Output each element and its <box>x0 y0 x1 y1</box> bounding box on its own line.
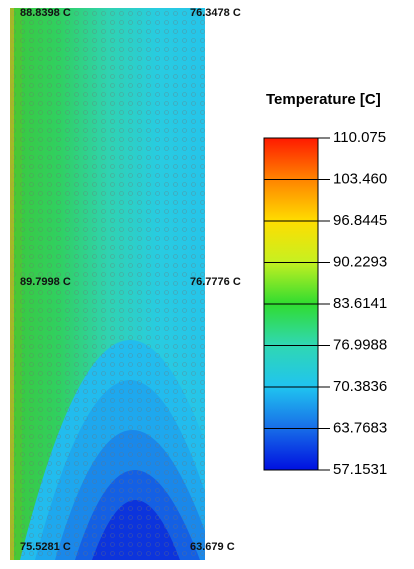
level-label: 57.1531 <box>333 461 387 478</box>
probe-label: 63.679 C <box>190 541 235 553</box>
legend-title: Temperature [C] <box>266 91 381 108</box>
probe-label: 75.5281 C <box>20 541 71 553</box>
level-label: 76.9988 <box>333 336 387 353</box>
probe-label: 76.3478 C <box>190 7 241 19</box>
contour-plot <box>10 8 205 560</box>
level-label: 70.3836 <box>333 378 387 395</box>
level-label: 110.075 <box>333 129 386 146</box>
level-label: 103.460 <box>333 170 387 187</box>
probe-label: 88.8398 C <box>20 7 71 19</box>
level-label: 96.8445 <box>333 212 387 229</box>
probe-label: 89.7998 C <box>20 276 71 288</box>
level-label: 90.2293 <box>333 253 387 270</box>
probe-label: 76.7776 C <box>190 276 241 288</box>
level-label: 83.6141 <box>333 295 387 312</box>
level-label: 63.7683 <box>333 419 387 436</box>
legend-levels: 110.075 103.460 96.8445 90.2293 83.6141 76.99… <box>264 129 387 478</box>
